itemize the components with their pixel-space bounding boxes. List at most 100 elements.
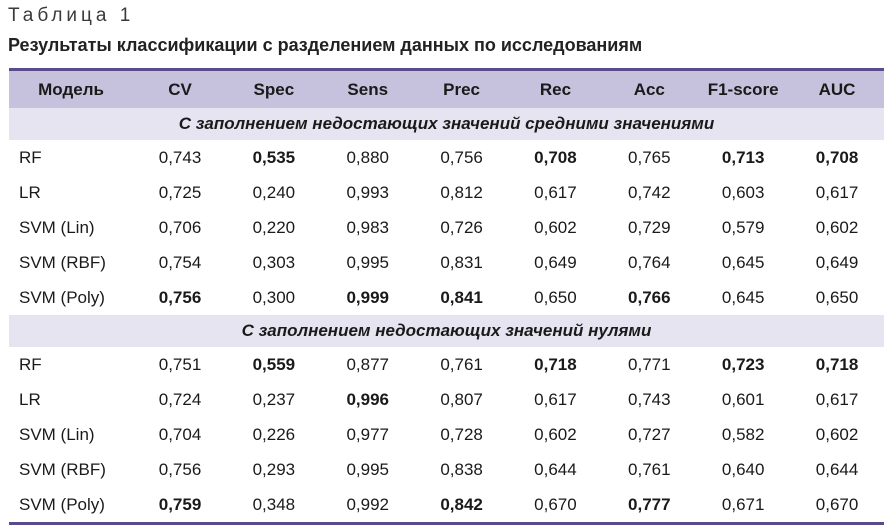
value-cell-f1-score: 0,671 (696, 487, 791, 525)
model-name-cell: RF (9, 347, 134, 383)
value-cell-f1-score: 0,603 (696, 175, 791, 211)
model-name-cell: SVM (Poly) (9, 280, 134, 315)
value-cell-sens: 0,993 (320, 175, 415, 211)
value-cell-prec: 0,726 (414, 210, 509, 246)
value-cell-spec: 0,303 (226, 245, 321, 281)
table-row: RF 0,751 0,559 0,877 0,761 0,718 0,771 0,723 0,7… (9, 347, 884, 383)
section-label: С заполнением недостающих значений нулям… (9, 315, 884, 348)
value-cell-spec: 0,535 (226, 140, 321, 176)
model-name-cell: LR (9, 175, 134, 211)
value-cell-prec: 0,812 (414, 175, 509, 211)
value-cell-sens: 0,880 (320, 140, 415, 176)
value-cell-spec: 0,226 (226, 417, 321, 453)
value-cell-cv: 0,751 (133, 347, 227, 383)
value-cell-spec: 0,559 (226, 347, 321, 383)
value-cell-acc: 0,727 (602, 417, 697, 453)
value-cell-sens: 0,992 (320, 487, 415, 525)
column-header-sens: Sens (347, 79, 389, 99)
value-cell-auc: 0,617 (790, 175, 884, 211)
value-cell-sens: 0,996 (320, 382, 415, 418)
value-cell-cv: 0,704 (133, 417, 227, 453)
table-row: SVM (RBF) 0,756 0,293 0,995 0,838 0,644 0,761 0… (9, 452, 884, 488)
value-cell-auc: 0,602 (790, 210, 884, 246)
value-cell-rec: 0,718 (508, 347, 603, 383)
column-header-spec: Spec (253, 79, 295, 99)
value-cell-f1-score: 0,640 (696, 452, 791, 488)
table-body: С заполнением недостающих значений средн… (9, 108, 884, 525)
value-cell-sens: 0,995 (320, 245, 415, 281)
value-cell-rec: 0,617 (508, 175, 603, 211)
value-cell-prec: 0,728 (414, 417, 509, 453)
value-cell-acc: 0,765 (602, 140, 697, 176)
section-header-row: С заполнением недостающих значений средн… (9, 108, 884, 141)
value-cell-f1-score: 0,713 (696, 140, 791, 176)
value-cell-sens: 0,977 (320, 417, 415, 453)
column-header-prec: Prec (443, 79, 481, 99)
value-cell-prec: 0,831 (414, 245, 509, 281)
value-cell-auc: 0,617 (790, 382, 884, 418)
value-cell-auc: 0,602 (790, 417, 884, 453)
value-cell-spec: 0,348 (226, 487, 321, 525)
value-cell-acc: 0,742 (602, 175, 697, 211)
value-cell-prec: 0,807 (414, 382, 509, 418)
model-name-cell: SVM (RBF) (9, 452, 134, 488)
value-cell-acc: 0,766 (602, 280, 697, 315)
value-cell-cv: 0,759 (133, 487, 227, 525)
model-name-cell: SVM (Lin) (9, 210, 134, 246)
value-cell-sens: 0,995 (320, 452, 415, 488)
value-cell-f1-score: 0,582 (696, 417, 791, 453)
value-cell-prec: 0,838 (414, 452, 509, 488)
value-cell-cv: 0,706 (133, 210, 227, 246)
table-row: SVM (Poly) 0,759 0,348 0,992 0,842 0,670 0,777… (9, 487, 884, 525)
model-name-cell: RF (9, 140, 134, 176)
value-cell-rec: 0,644 (508, 452, 603, 488)
value-cell-f1-score: 0,645 (696, 245, 791, 281)
value-cell-spec: 0,237 (226, 382, 321, 418)
value-cell-f1-score: 0,723 (696, 347, 791, 383)
value-cell-cv: 0,754 (133, 245, 227, 281)
value-cell-cv: 0,725 (133, 175, 227, 211)
value-cell-spec: 0,293 (226, 452, 321, 488)
value-cell-acc: 0,771 (602, 347, 697, 383)
value-cell-rec: 0,602 (508, 417, 603, 453)
value-cell-auc: 0,649 (790, 245, 884, 281)
value-cell-sens: 0,877 (320, 347, 415, 383)
value-cell-sens: 0,983 (320, 210, 415, 246)
table-caption: Таблица 1 (8, 5, 135, 26)
value-cell-f1-score: 0,645 (696, 280, 791, 315)
model-name-cell: SVM (Poly) (9, 487, 134, 525)
value-cell-auc: 0,670 (790, 487, 884, 525)
table-row: SVM (Lin) 0,706 0,220 0,983 0,726 0,602 0,729 0… (9, 210, 884, 246)
value-cell-prec: 0,756 (414, 140, 509, 176)
value-cell-cv: 0,756 (133, 280, 227, 315)
value-cell-rec: 0,650 (508, 280, 603, 315)
table-row: RF 0,743 0,535 0,880 0,756 0,708 0,765 0,713 0,7… (9, 140, 884, 176)
table-row: LR 0,724 0,237 0,996 0,807 0,617 0,743 0,601 0,6… (9, 382, 884, 418)
value-cell-acc: 0,764 (602, 245, 697, 281)
value-cell-acc: 0,729 (602, 210, 697, 246)
value-cell-acc: 0,761 (602, 452, 697, 488)
value-cell-prec: 0,842 (414, 487, 509, 525)
value-cell-cv: 0,724 (133, 382, 227, 418)
table-row: SVM (Poly) 0,756 0,300 0,999 0,841 0,650 0,766… (9, 280, 884, 315)
column-header-auc: AUC (818, 79, 856, 99)
value-cell-rec: 0,670 (508, 487, 603, 525)
model-name-cell: LR (9, 382, 134, 418)
value-cell-prec: 0,841 (414, 280, 509, 315)
model-name-cell: SVM (Lin) (9, 417, 134, 453)
value-cell-rec: 0,649 (508, 245, 603, 281)
value-cell-prec: 0,761 (414, 347, 509, 383)
value-cell-auc: 0,718 (790, 347, 884, 383)
value-cell-rec: 0,617 (508, 382, 603, 418)
column-header-acc: Acc (633, 79, 665, 99)
value-cell-cv: 0,743 (133, 140, 227, 176)
header-row: Модель CV Spec Sens Prec Rec Acc F1-scor… (9, 69, 884, 108)
section-header-row: С заполнением недостающих значений нулям… (9, 315, 884, 348)
column-header-cv: CV (168, 79, 192, 99)
column-header-f1-score: F1-score (707, 79, 779, 99)
value-cell-sens: 0,999 (320, 280, 415, 315)
model-name-cell: SVM (RBF) (9, 245, 134, 281)
value-cell-spec: 0,300 (226, 280, 321, 315)
section-label: С заполнением недостающих значений средн… (9, 108, 884, 141)
value-cell-rec: 0,708 (508, 140, 603, 176)
